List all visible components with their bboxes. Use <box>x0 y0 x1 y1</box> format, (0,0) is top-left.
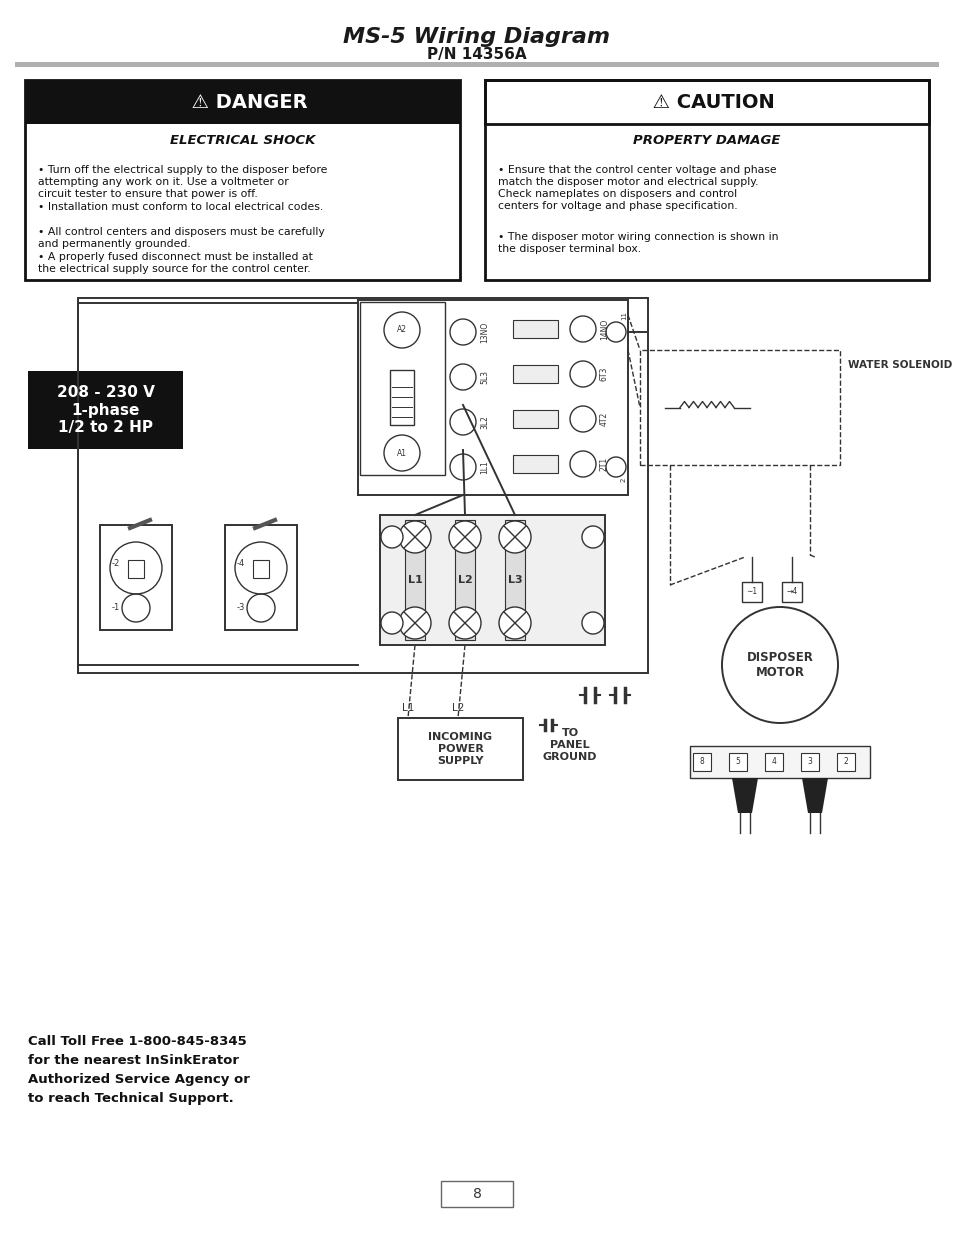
Bar <box>128 559 144 578</box>
Text: →4: →4 <box>785 588 797 597</box>
Text: L1: L1 <box>401 703 414 713</box>
Bar <box>78 298 647 673</box>
Text: L1: L1 <box>407 576 422 585</box>
Text: ELECTRICAL SHOCK: ELECTRICAL SHOCK <box>170 133 314 147</box>
Bar <box>836 753 854 771</box>
Text: ⚠ DANGER: ⚠ DANGER <box>177 93 307 111</box>
Bar <box>15 62 938 67</box>
Text: L2: L2 <box>457 576 472 585</box>
Text: • Turn off the electrical supply to the disposer before
attempting any work on i: • Turn off the electrical supply to the … <box>38 165 327 199</box>
Bar <box>513 366 558 383</box>
Text: TO
PANEL
GROUND: TO PANEL GROUND <box>542 729 597 762</box>
Text: 4: 4 <box>771 757 776 767</box>
Bar <box>357 300 627 495</box>
Text: • A properly fused disconnect must be installed at
the electrical supply source : • A properly fused disconnect must be in… <box>38 252 313 274</box>
Text: PROPERTY DAMAGE: PROPERTY DAMAGE <box>633 133 780 147</box>
Text: 2: 2 <box>842 757 847 767</box>
Text: A2: A2 <box>396 326 407 335</box>
Text: -4: -4 <box>236 559 245 568</box>
Text: 11: 11 <box>620 310 626 320</box>
Bar <box>639 350 840 466</box>
Text: L2: L2 <box>452 703 464 713</box>
Circle shape <box>581 526 603 548</box>
Text: 2: 2 <box>620 478 626 482</box>
Text: 14NO: 14NO <box>599 319 608 340</box>
Text: Call Toll Free 1-800-845-8345
for the nearest InSinkErator
Authorized Service Ag: Call Toll Free 1-800-845-8345 for the ne… <box>28 1035 250 1105</box>
Bar <box>689 746 869 778</box>
Text: 208 - 230 V
1-phase
1/2 to 2 HP: 208 - 230 V 1-phase 1/2 to 2 HP <box>56 385 154 435</box>
Bar <box>379 515 604 645</box>
Bar <box>390 370 414 425</box>
Text: 6T3: 6T3 <box>599 367 608 382</box>
Text: ∼1: ∼1 <box>745 588 757 597</box>
Circle shape <box>398 606 431 638</box>
Bar <box>455 520 475 640</box>
Text: • The disposer motor wiring connection is shown in
the disposer terminal box.: • The disposer motor wiring connection i… <box>497 232 778 254</box>
Text: • All control centers and disposers must be carefully
and permanently grounded.: • All control centers and disposers must… <box>38 227 324 249</box>
Bar <box>801 753 818 771</box>
Bar <box>513 454 558 473</box>
Text: 4T2: 4T2 <box>599 412 608 426</box>
Bar <box>504 520 524 640</box>
Circle shape <box>398 521 431 553</box>
Bar <box>741 582 761 601</box>
Bar <box>100 525 172 630</box>
Text: -2: -2 <box>112 559 120 568</box>
Bar <box>28 370 183 450</box>
Text: INCOMING
POWER
SUPPLY: INCOMING POWER SUPPLY <box>428 732 492 766</box>
Bar <box>359 303 444 475</box>
Text: ⚠ CAUTION: ⚠ CAUTION <box>639 93 774 111</box>
Bar <box>225 525 296 630</box>
Text: • Installation must conform to local electrical codes.: • Installation must conform to local ele… <box>38 203 323 212</box>
Polygon shape <box>801 778 827 813</box>
Bar <box>25 80 459 280</box>
Text: -1: -1 <box>112 604 120 613</box>
Text: P/N 14356A: P/N 14356A <box>427 47 526 63</box>
Bar <box>440 1181 513 1207</box>
Circle shape <box>498 521 531 553</box>
Text: WATER SOLENOID VALVE: WATER SOLENOID VALVE <box>847 359 953 370</box>
Bar <box>484 80 928 280</box>
Bar <box>692 753 710 771</box>
Text: MS-5 Wiring Diagram: MS-5 Wiring Diagram <box>343 27 610 47</box>
Text: A1: A1 <box>396 448 407 457</box>
Circle shape <box>498 606 531 638</box>
Bar <box>513 410 558 429</box>
Bar <box>397 718 522 781</box>
Circle shape <box>721 606 837 722</box>
Text: DISPOSER
MOTOR: DISPOSER MOTOR <box>746 651 813 679</box>
Polygon shape <box>731 778 758 813</box>
Text: 8: 8 <box>472 1187 481 1200</box>
Bar <box>781 582 801 601</box>
Text: 3L2: 3L2 <box>479 415 489 429</box>
Circle shape <box>449 521 480 553</box>
Bar <box>253 559 269 578</box>
Bar <box>728 753 746 771</box>
Text: • Ensure that the control center voltage and phase
match the disposer motor and : • Ensure that the control center voltage… <box>497 165 776 211</box>
Bar <box>764 753 782 771</box>
Text: L3: L3 <box>507 576 521 585</box>
Text: 5: 5 <box>735 757 740 767</box>
Bar <box>405 520 424 640</box>
Text: 5L3: 5L3 <box>479 370 489 384</box>
Circle shape <box>380 613 402 634</box>
Bar <box>25 80 459 124</box>
Text: 2T1: 2T1 <box>599 457 608 471</box>
Bar <box>484 80 928 124</box>
Text: 1L1: 1L1 <box>479 461 489 474</box>
Circle shape <box>581 613 603 634</box>
Circle shape <box>449 606 480 638</box>
Text: 8: 8 <box>699 757 703 767</box>
Text: -3: -3 <box>236 604 245 613</box>
Circle shape <box>380 526 402 548</box>
Text: 13NO: 13NO <box>479 321 489 342</box>
Text: 3: 3 <box>807 757 812 767</box>
Bar <box>513 320 558 338</box>
